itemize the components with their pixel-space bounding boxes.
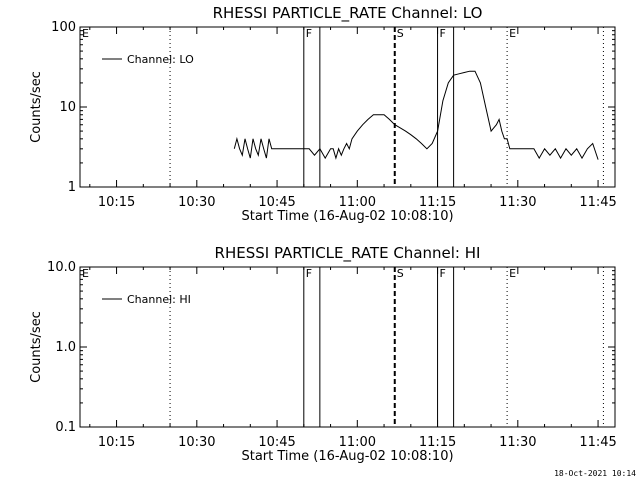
panel-1-x-axis-label: Start Time (16-Aug-02 10:08:10) [241,209,453,224]
panel-1-x-tick-label: 10:15 [98,195,135,210]
panel-2-x-tick-label: 11:15 [419,435,456,450]
panel-2-y-tick-label: 1.0 [55,340,76,355]
panel-2-y-tick-label: 10.0 [47,260,76,275]
panel-1-x-tick-label: 11:30 [499,195,536,210]
panel-2-annotation-label: F [440,267,446,280]
panel-1-x-tick-label: 11:45 [579,195,616,210]
panel-2-annotation-label: F [306,267,312,280]
panel-1-legend-label: Channel: LO [127,53,194,66]
panel-2-x-tick-label: 11:00 [339,435,376,450]
panel-2-x-tick-label: 10:15 [98,435,135,450]
panel-2-x-axis-label: Start Time (16-Aug-02 10:08:10) [241,449,453,464]
panel-1-chart-title: RHESSI PARTICLE_RATE Channel: LO [213,4,483,23]
panel-2-legend-label: Channel: HI [127,293,191,306]
panel-2-chart-title: RHESSI PARTICLE_RATE Channel: HI [215,244,481,263]
panel-1-series-line [233,70,599,160]
panel-2-annotation-label: E [82,267,89,280]
panel-1-y-tick-label: 1 [68,180,76,195]
panel-1-annotation-label: S [397,27,404,40]
panel-1-y-tick-label: 10 [59,100,76,115]
panel-1-y-tick-label: 100 [51,20,76,35]
panel-1-x-tick-label: 10:45 [258,195,295,210]
panel-2-y-tick-label: 0.1 [55,420,76,435]
panel-1-annotation-label: E [509,27,516,40]
panel-2-plot-frame [79,266,616,428]
panel-2-x-tick-label: 11:30 [499,435,536,450]
panel-1-x-tick-label: 10:30 [178,195,215,210]
panel-1-x-tick-label: 11:00 [339,195,376,210]
panel-2-annotation-label: S [397,267,404,280]
panel-1-annotation-label: F [440,27,446,40]
panel-1-annotation-label: E [82,27,89,40]
footer-timestamp: 18-Oct-2021 10:14 [554,469,636,478]
panel-1-plot-frame [79,26,616,188]
panel-2-x-tick-label: 10:30 [178,435,215,450]
panel-1-y-axis-label: Counts/sec [29,71,44,143]
panel-2-y-axis-label: Counts/sec [29,311,44,383]
panel-1-x-tick-label: 11:15 [419,195,456,210]
panel-2-x-tick-label: 11:45 [579,435,616,450]
panel-2-annotation-label: E [509,267,516,280]
panel-2-x-tick-label: 10:45 [258,435,295,450]
panel-1-annotation-label: F [306,27,312,40]
